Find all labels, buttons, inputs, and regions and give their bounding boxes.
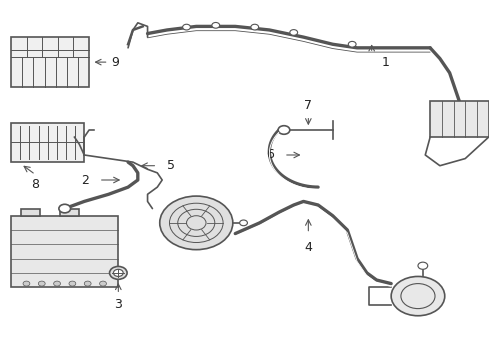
- FancyBboxPatch shape: [11, 37, 89, 87]
- Text: 9: 9: [111, 55, 119, 69]
- Circle shape: [110, 266, 127, 279]
- Text: 5: 5: [167, 159, 175, 172]
- FancyBboxPatch shape: [11, 123, 84, 162]
- Text: 2: 2: [81, 174, 89, 186]
- Text: 1: 1: [381, 56, 389, 69]
- Circle shape: [114, 269, 123, 276]
- FancyBboxPatch shape: [11, 216, 118, 287]
- Circle shape: [251, 24, 259, 30]
- Text: 8: 8: [31, 178, 40, 191]
- Text: 7: 7: [304, 99, 312, 112]
- FancyBboxPatch shape: [60, 208, 79, 216]
- Circle shape: [84, 281, 91, 286]
- Circle shape: [69, 281, 76, 286]
- FancyBboxPatch shape: [430, 102, 489, 137]
- Circle shape: [59, 204, 71, 213]
- Text: 6: 6: [267, 148, 274, 162]
- Circle shape: [160, 196, 233, 249]
- Circle shape: [418, 262, 428, 269]
- Circle shape: [348, 41, 356, 47]
- Circle shape: [240, 220, 247, 226]
- Circle shape: [54, 281, 60, 286]
- Circle shape: [290, 30, 297, 35]
- Circle shape: [278, 126, 290, 134]
- FancyBboxPatch shape: [21, 208, 40, 216]
- Circle shape: [38, 281, 45, 286]
- Text: 4: 4: [304, 241, 312, 254]
- Circle shape: [23, 281, 30, 286]
- Text: 3: 3: [114, 298, 122, 311]
- Circle shape: [99, 281, 106, 286]
- Circle shape: [391, 276, 445, 316]
- Circle shape: [212, 22, 220, 28]
- Circle shape: [183, 24, 191, 30]
